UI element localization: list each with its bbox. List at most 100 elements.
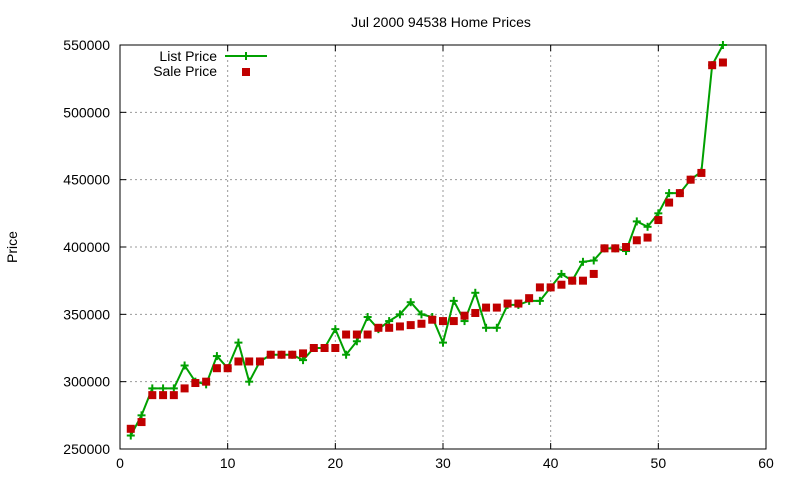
sale-price-point xyxy=(180,384,189,393)
sale-price-point xyxy=(557,280,566,289)
sale-price-point xyxy=(546,283,555,292)
legend-list-price-label: List Price xyxy=(159,48,217,64)
sale-price-point xyxy=(191,379,200,388)
sale-price-point xyxy=(708,61,717,70)
sale-price-point xyxy=(697,168,706,177)
list-price-point xyxy=(654,209,663,218)
sale-price-point xyxy=(255,357,264,366)
sale-price-point xyxy=(492,303,501,312)
list-price-point xyxy=(557,269,566,278)
list-price-point xyxy=(352,337,361,346)
sale-price-point xyxy=(342,330,351,339)
list-price-point xyxy=(148,384,157,393)
y-axis-label: Price xyxy=(4,231,20,263)
sale-price-point xyxy=(503,299,512,308)
x-tick-label: 0 xyxy=(116,455,124,471)
x-tick-label: 60 xyxy=(758,455,774,471)
axis-ticks: 0 10 20 30 40 50 60 250000 300000 350000 400000 450… xyxy=(63,37,774,471)
sale-price-point xyxy=(352,330,361,339)
list-price-point xyxy=(449,296,458,305)
chart-title: Jul 2000 94538 Home Prices xyxy=(351,14,531,30)
sale-price-point xyxy=(449,317,458,326)
sale-price-point xyxy=(718,58,727,67)
sale-price-point xyxy=(137,418,146,427)
series-layer xyxy=(126,41,727,440)
sale-price-point xyxy=(234,357,243,366)
sale-price-point xyxy=(299,349,308,358)
x-tick-label: 10 xyxy=(220,455,236,471)
sale-price-point xyxy=(514,299,523,308)
list-price-point xyxy=(492,323,501,332)
y-tick-label: 400000 xyxy=(63,239,110,255)
y-tick-label: 350000 xyxy=(63,306,110,322)
list-price-point xyxy=(535,296,544,305)
sale-price-point xyxy=(374,323,383,332)
plot-frame xyxy=(119,44,767,450)
sale-price-point xyxy=(675,189,684,198)
sale-price-point xyxy=(439,317,447,326)
sale-price-point xyxy=(611,244,620,253)
list-price-point xyxy=(665,189,674,198)
grid xyxy=(120,45,766,449)
sale-price-point xyxy=(309,344,318,352)
list-price-point xyxy=(439,338,447,347)
sale-price-point xyxy=(632,236,641,245)
list-price-point xyxy=(299,356,308,365)
sale-price-point xyxy=(654,216,663,225)
sale-price-point xyxy=(471,308,480,317)
list-price-point xyxy=(482,323,491,332)
list-price-point xyxy=(471,288,480,297)
sale-price-point xyxy=(245,357,254,366)
sale-price-point xyxy=(578,276,587,285)
list-price-point xyxy=(212,352,221,361)
list-price-point xyxy=(718,41,727,49)
sale-price-point xyxy=(148,391,157,400)
sale-price-point xyxy=(568,276,577,285)
list-price-point xyxy=(342,350,351,359)
sale-price-point xyxy=(589,269,598,278)
sale-price-point xyxy=(665,198,674,207)
list-price-point xyxy=(417,310,426,319)
sale-price-point xyxy=(428,315,437,324)
sale-price-point xyxy=(406,321,415,330)
list-price-point xyxy=(126,431,135,440)
sale-price-point xyxy=(212,364,221,373)
list-price-point xyxy=(578,257,587,266)
x-tick-label: 50 xyxy=(651,455,667,471)
sale-price-point xyxy=(126,424,135,433)
legend-sale-price-marker xyxy=(242,68,250,76)
list-price-point xyxy=(632,217,641,226)
list-price-point xyxy=(385,317,394,326)
x-tick-label: 30 xyxy=(435,455,451,471)
sale-price-point xyxy=(223,364,232,373)
sale-price-point xyxy=(600,244,609,253)
sale-price-point xyxy=(482,303,491,312)
legend-list-price-marker xyxy=(242,52,250,60)
x-tick-label: 20 xyxy=(328,455,344,471)
list-price-point xyxy=(137,411,146,420)
list-price-point xyxy=(406,298,415,307)
list-price-point xyxy=(395,310,404,319)
list-price-point xyxy=(180,361,189,370)
sale-price-point xyxy=(159,391,168,400)
sale-price-point xyxy=(385,323,394,332)
x-tick-label: 40 xyxy=(543,455,559,471)
sale-price-point xyxy=(169,391,178,400)
y-tick-label: 300000 xyxy=(63,374,110,390)
sale-price-point xyxy=(288,350,297,359)
sale-price-point xyxy=(460,311,469,320)
y-tick-label: 450000 xyxy=(63,172,110,188)
legend-sale-price-label: Sale Price xyxy=(153,63,217,79)
sale-price-point xyxy=(686,175,695,184)
sale-price-point xyxy=(525,294,534,303)
list-price-point xyxy=(159,384,168,393)
list-price-point xyxy=(169,384,178,393)
sale-price-point xyxy=(622,243,631,251)
sale-price-point xyxy=(277,350,286,359)
list-price-point xyxy=(643,222,652,231)
sale-price-point xyxy=(643,233,652,242)
sale-price-point xyxy=(363,330,372,339)
y-tick-label: 250000 xyxy=(63,441,110,457)
